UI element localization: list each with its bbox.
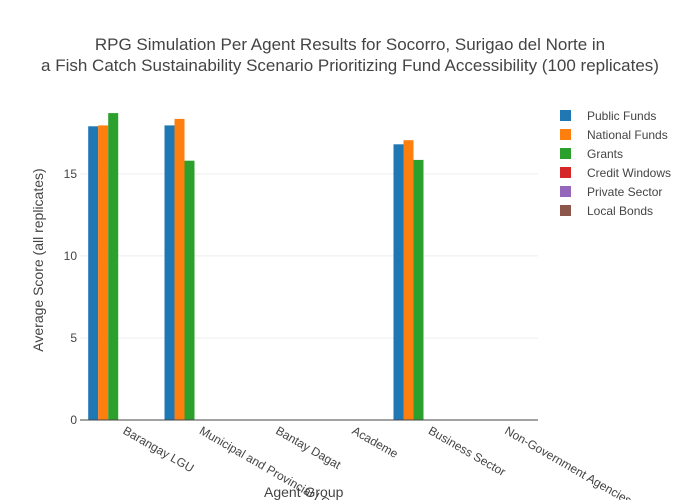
legend-label: Public Funds xyxy=(587,108,657,123)
chart-title-line-1: RPG Simulation Per Agent Results for Soc… xyxy=(94,35,606,54)
y-tick-labels: 0 5 10 15 xyxy=(64,167,78,427)
x-tick-label: Bantay Dagat xyxy=(273,423,344,472)
y-tick-label: 5 xyxy=(70,331,77,345)
bar xyxy=(164,125,175,421)
legend: Public Funds National Funds Grants Credit W… xyxy=(560,106,671,220)
legend-swatch xyxy=(560,129,571,140)
legend-label: Private Sector xyxy=(587,184,663,199)
legend-label: National Funds xyxy=(587,127,668,142)
x-tick-label: Barangay LGU xyxy=(121,423,197,475)
y-tick-label: 10 xyxy=(64,249,78,263)
legend-swatch xyxy=(560,167,571,178)
legend-item[interactable]: Credit Windows xyxy=(560,163,671,182)
grid-lines xyxy=(80,173,538,339)
legend-item[interactable]: Public Funds xyxy=(560,106,671,125)
legend-item[interactable]: National Funds xyxy=(560,125,671,144)
bars xyxy=(88,113,424,421)
legend-swatch xyxy=(560,186,571,197)
legend-label: Grants xyxy=(587,146,624,161)
legend-item[interactable]: Grants xyxy=(560,144,671,163)
bar xyxy=(403,140,414,420)
bar xyxy=(174,118,185,421)
x-tick-label: Non-Government Agencies xyxy=(502,423,634,500)
legend-label: Credit Windows xyxy=(587,165,672,180)
x-tick-label: Academe xyxy=(350,423,401,461)
legend-item[interactable]: Private Sector xyxy=(560,182,671,201)
bar xyxy=(393,144,404,421)
legend-item[interactable]: Local Bonds xyxy=(560,201,671,220)
y-tick-label: 0 xyxy=(70,413,77,427)
legend-label: Local Bonds xyxy=(587,203,654,218)
legend-swatch xyxy=(560,148,571,159)
y-axis-title: Average Score (all replicates) xyxy=(30,168,46,352)
bar xyxy=(108,113,119,420)
bar xyxy=(88,126,99,421)
y-tick-label: 15 xyxy=(64,167,78,181)
legend-swatch xyxy=(560,110,571,121)
bar xyxy=(184,160,195,420)
chart-title-line-2: a Fish Catch Sustainability Scenario Pri… xyxy=(41,56,659,75)
legend-swatch xyxy=(560,205,571,216)
x-tick-labels: Barangay LGU Municipal and Provincial LGU… xyxy=(121,423,634,500)
bar xyxy=(413,159,424,420)
bar xyxy=(98,125,109,421)
x-tick-label: Business Sector xyxy=(426,423,508,478)
x-axis-title: Agent Group xyxy=(264,484,344,500)
